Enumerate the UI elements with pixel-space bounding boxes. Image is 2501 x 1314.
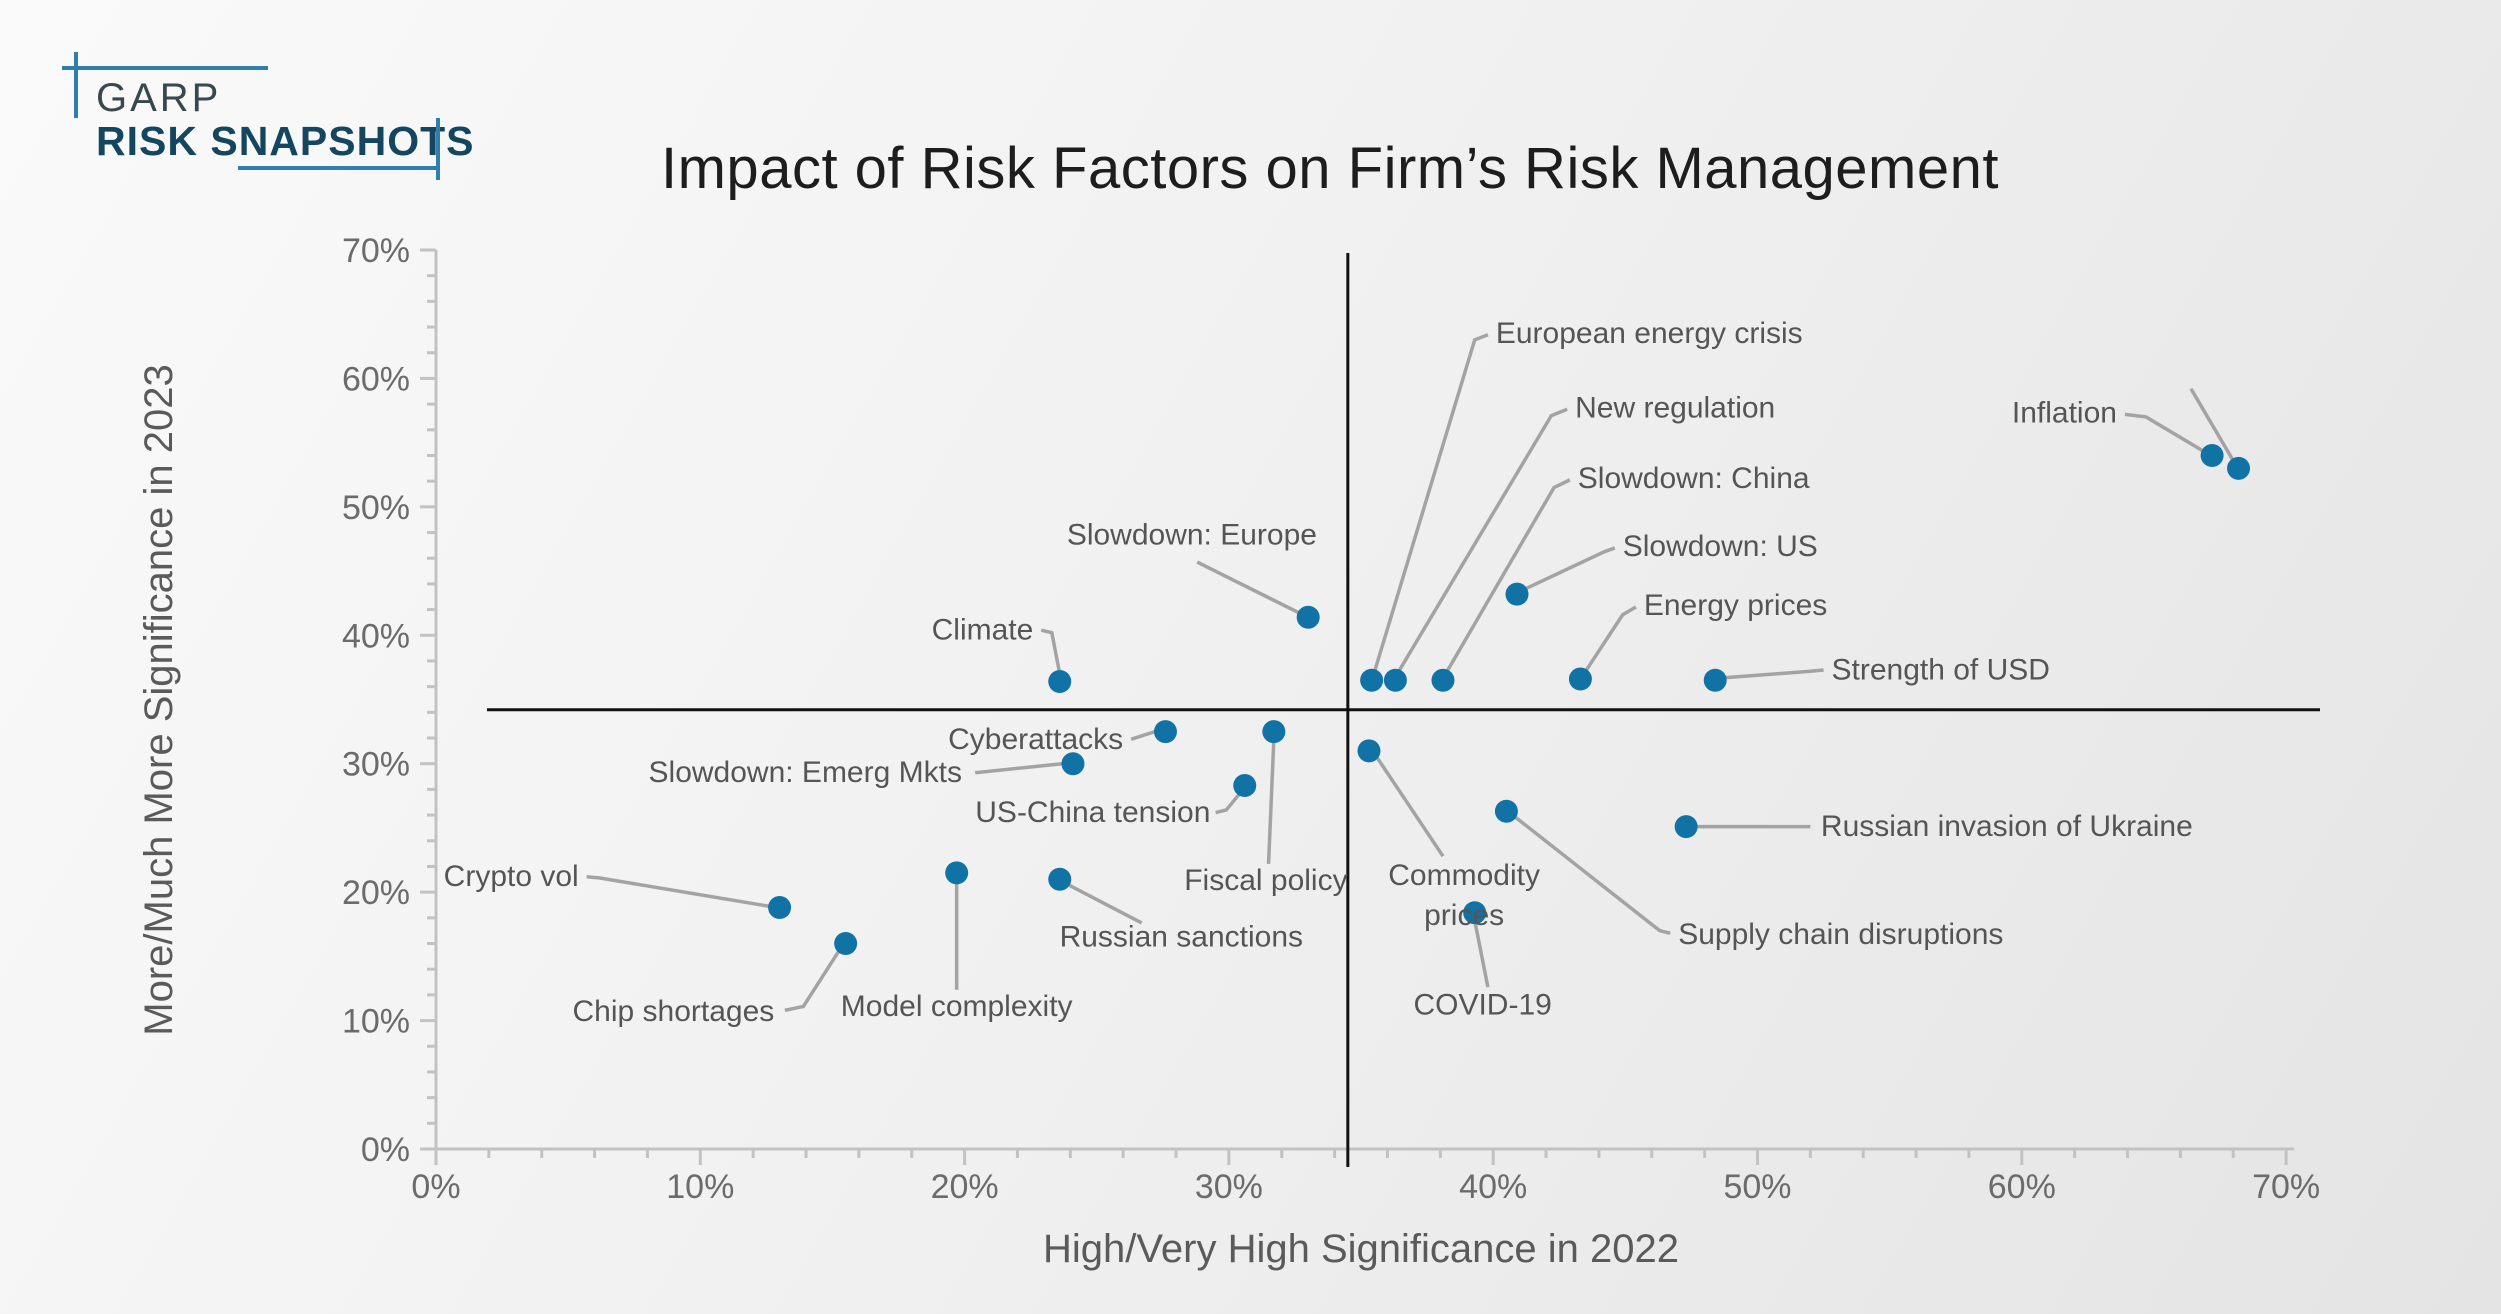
- point-dot-inflation: [2200, 443, 2224, 467]
- point-dot-new-regulation: [1383, 668, 1407, 692]
- logo-garp-text: GARP: [96, 76, 222, 120]
- point-label-european-energy-crisis: European energy crisis: [1496, 317, 1803, 350]
- point-label-commodity-prices: Commodity: [1388, 859, 1540, 892]
- leader-line-covid-19: [1472, 920, 1490, 988]
- y-tick-label: 20%: [342, 874, 410, 912]
- point-label-cyberattacks: Cyberattacks: [948, 723, 1123, 756]
- x-tick-label: 70%: [2252, 1168, 2320, 1206]
- leader-line-energy-prices: [1581, 605, 1637, 677]
- leader-line-slowdown-us: [1524, 546, 1616, 591]
- point-dot-russian-invasion-of-ukraine: [1674, 815, 1698, 839]
- x-tick-label: 50%: [1723, 1168, 1791, 1206]
- point-dot-covid-19: [1463, 901, 1487, 925]
- point-dot-commodity-prices: [1357, 739, 1381, 763]
- point-label-russian-sanctions: Russian sanctions: [1060, 921, 1303, 954]
- point-dot-slowdown-emerg-mkts: [1061, 752, 1085, 776]
- y-tick-label: 70%: [342, 232, 410, 270]
- point-label-fiscal-policy: Fiscal policy: [1184, 864, 1347, 897]
- y-axis-title: More/Much More Significance in 2023: [137, 364, 181, 1035]
- point-dot-energy-prices: [1568, 667, 1592, 691]
- logo-line-bottom: [238, 166, 440, 170]
- point-label-crypto-vol: Crypto vol: [444, 860, 579, 893]
- point-dot-supply-chain-disruptions: [1494, 799, 1518, 823]
- point-label-supply-chain-disruptions: Supply chain disruptions: [1678, 918, 2003, 951]
- leader-line-supply-chain-disruptions: [1513, 814, 1671, 935]
- leader-line-crypto-vol: [586, 874, 770, 908]
- point-label-inflation: Inflation: [2012, 397, 2117, 430]
- point-label-slowdown-china: Slowdown: China: [1578, 462, 1810, 495]
- point-label-slowdown-emerg-mkts: Slowdown: Emerg Mkts: [649, 756, 962, 789]
- x-tick-label: 0%: [411, 1168, 460, 1206]
- y-tick-label: 50%: [342, 489, 410, 527]
- y-tick-label: 40%: [342, 617, 410, 655]
- point-label-model-complexity: Model complexity: [841, 990, 1073, 1023]
- point-dot-strength-of-usd: [1703, 668, 1727, 692]
- leader-line-inflation-second-point: [2189, 387, 2235, 462]
- leader-line-strength-of-usd: [1725, 668, 1824, 680]
- point-dot-european-energy-crisis: [1360, 668, 1384, 692]
- leader-line-commodity-prices: [1375, 756, 1445, 858]
- point-dot-inflation-second-point: [2227, 456, 2251, 480]
- point-label-slowdown-europe: Slowdown: Europe: [1067, 519, 1317, 552]
- leader-line-us-china-tension: [1215, 789, 1244, 815]
- point-label-russian-invasion-of-ukraine: Russian invasion of Ukraine: [1821, 810, 2193, 843]
- point-label-commodity-prices: prices: [1424, 899, 1504, 932]
- logo-line-left: [74, 52, 78, 118]
- x-tick-label: 40%: [1459, 1168, 1527, 1206]
- point-dot-russian-sanctions: [1048, 867, 1072, 891]
- y-tick-label: 10%: [342, 1003, 410, 1041]
- leader-line-european-energy-crisis: [1372, 333, 1489, 674]
- x-tick-label: 10%: [666, 1168, 734, 1206]
- point-dot-cyberattacks: [1153, 720, 1177, 744]
- x-tick-label: 30%: [1195, 1168, 1263, 1206]
- leader-line-slowdown-emerg-mkts: [974, 761, 1063, 775]
- logo-risk-snapshots-text: RISK SNAPSHOTS: [96, 118, 475, 164]
- leader-line-russian-sanctions: [1066, 882, 1143, 925]
- logo-line-right: [436, 118, 440, 180]
- leader-line-climate: [1040, 628, 1062, 675]
- y-tick-label: 30%: [342, 746, 410, 784]
- point-label-chip-shortages: Chip shortages: [573, 995, 775, 1028]
- point-label-us-china-tension: US-China tension: [975, 796, 1210, 829]
- x-tick-label: 60%: [1988, 1168, 2056, 1206]
- leader-line-slowdown-europe: [1196, 560, 1302, 616]
- y-tick-label: 0%: [361, 1131, 410, 1169]
- point-label-energy-prices: Energy prices: [1644, 589, 1827, 622]
- point-label-strength-of-usd: Strength of USD: [1832, 653, 2050, 686]
- leader-line-inflation: [2124, 412, 2206, 454]
- point-dot-us-china-tension: [1233, 774, 1257, 798]
- point-label-slowdown-us: Slowdown: US: [1623, 530, 1818, 563]
- leader-line-chip-shortages: [784, 947, 842, 1013]
- point-dot-climate: [1048, 670, 1072, 694]
- point-dot-slowdown-europe: [1296, 605, 1320, 629]
- point-dot-crypto-vol: [768, 896, 792, 920]
- point-dot-slowdown-china: [1431, 668, 1455, 692]
- x-tick-label: 20%: [931, 1168, 999, 1206]
- leader-line-fiscal-policy: [1266, 739, 1276, 864]
- point-dot-chip-shortages: [834, 932, 858, 956]
- leader-line-new-regulation: [1396, 407, 1568, 674]
- point-dot-fiscal-policy: [1262, 720, 1286, 744]
- leader-line-slowdown-china: [1444, 478, 1571, 675]
- point-dot-slowdown-us: [1505, 582, 1529, 606]
- logo-line-top: [62, 66, 268, 70]
- point-dot-model-complexity: [945, 861, 969, 885]
- y-tick-label: 60%: [342, 360, 410, 398]
- point-label-covid-19: COVID-19: [1413, 989, 1551, 1022]
- point-label-new-regulation: New regulation: [1575, 391, 1775, 424]
- point-label-climate: Climate: [932, 614, 1034, 647]
- x-axis-title: High/Very High Significance in 2022: [1043, 1227, 1679, 1271]
- garp-risk-snapshots-logo: GARP RISK SNAPSHOTS: [60, 38, 480, 188]
- leader-line-cyberattacks: [1130, 729, 1156, 741]
- chart-title: Impact of Risk Factors on Firm’s Risk Ma…: [661, 136, 1999, 201]
